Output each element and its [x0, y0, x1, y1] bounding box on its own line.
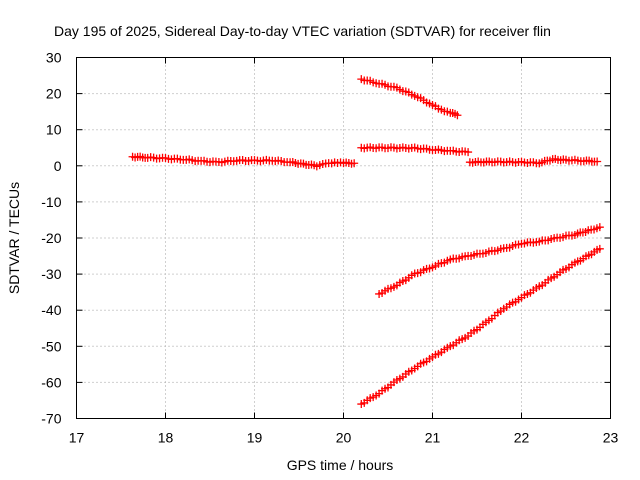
x-tick-label: 22: [514, 430, 530, 446]
x-tick-label: 19: [247, 430, 263, 446]
y-tick-label: -60: [41, 374, 61, 390]
x-tick-label: 21: [425, 430, 441, 446]
y-tick-label: -30: [41, 266, 61, 282]
y-axis-title: SDTVAR / TECUs: [6, 182, 22, 294]
x-tick-label: 23: [603, 430, 619, 446]
series-track: [128, 152, 359, 171]
series-track: [465, 154, 602, 168]
x-tick-label: 18: [158, 430, 174, 446]
series-track: [357, 75, 462, 120]
series-track: [357, 143, 473, 157]
series-track: [357, 244, 604, 409]
chart-title: Day 195 of 2025, Sidereal Day-to-day VTE…: [54, 23, 551, 39]
data-point: [464, 148, 473, 157]
data-series: [128, 75, 604, 409]
x-tick-label: 17: [69, 430, 85, 446]
data-point: [595, 244, 604, 253]
y-tick-label: 10: [46, 122, 62, 138]
data-point: [595, 223, 604, 232]
series-track: [375, 223, 604, 298]
x-tick-label: 20: [336, 430, 352, 446]
y-tick-label: -50: [41, 338, 61, 354]
axis-ticks: 17 18 19 20 21 22 23 30 20 10 0 -10 -20 -30 -40 -50 -60 -…: [41, 50, 618, 446]
y-tick-label: -40: [41, 302, 61, 318]
data-point: [350, 159, 359, 168]
data-point: [453, 111, 462, 120]
y-tick-label: -70: [41, 411, 61, 427]
grid: [76, 57, 611, 419]
y-tick-label: 20: [46, 86, 62, 102]
x-axis-title: GPS time / hours: [287, 457, 394, 473]
y-tick-label: -20: [41, 230, 61, 246]
y-tick-label: -10: [41, 194, 61, 210]
y-tick-label: 0: [54, 158, 62, 174]
data-point: [593, 157, 602, 166]
y-tick-label: 30: [46, 50, 62, 66]
